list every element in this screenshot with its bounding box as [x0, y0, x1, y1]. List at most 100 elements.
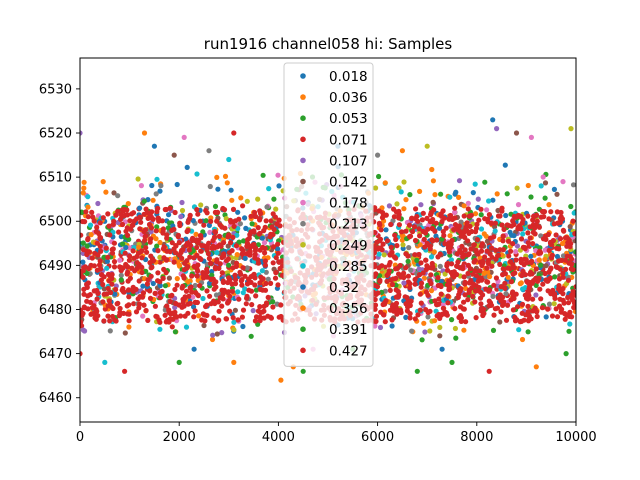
- data-point: [85, 293, 91, 299]
- data-point: [153, 191, 159, 197]
- data-point: [85, 237, 91, 243]
- data-point: [513, 249, 519, 255]
- x-tick-label: 4000: [262, 430, 295, 445]
- data-point: [85, 204, 91, 210]
- legend-label: 0.053: [329, 111, 368, 127]
- data-point: [565, 277, 572, 283]
- data-point: [179, 285, 185, 291]
- data-point: [380, 312, 387, 318]
- data-point: [513, 257, 519, 263]
- data-point: [525, 230, 531, 236]
- data-point: [417, 233, 423, 239]
- data-point: [374, 284, 381, 290]
- data-point: [377, 245, 383, 251]
- data-point: [239, 314, 245, 320]
- data-point: [89, 255, 95, 261]
- data-point: [438, 191, 444, 197]
- data-point: [224, 180, 230, 186]
- data-point: [231, 223, 237, 229]
- data-point: [486, 212, 492, 218]
- data-point: [419, 337, 425, 343]
- data-point: [244, 293, 250, 299]
- data-point: [421, 236, 427, 242]
- y-tick-label: 6530: [39, 82, 72, 97]
- data-point: [98, 248, 104, 254]
- data-point: [154, 209, 160, 215]
- data-point: [220, 296, 226, 302]
- data-point: [425, 226, 431, 232]
- data-point: [118, 211, 124, 217]
- data-point: [495, 252, 501, 258]
- data-point: [240, 323, 246, 330]
- data-point: [474, 221, 480, 227]
- data-point: [440, 208, 446, 214]
- data-point: [418, 202, 424, 208]
- data-point: [80, 319, 84, 325]
- outlier-point: [206, 148, 212, 154]
- data-point: [405, 253, 411, 259]
- data-point: [234, 232, 240, 238]
- data-point: [567, 244, 573, 250]
- data-point: [552, 291, 558, 297]
- data-point: [473, 315, 479, 321]
- data-point: [80, 240, 86, 246]
- data-point: [90, 214, 96, 220]
- data-point: [556, 286, 562, 292]
- data-point: [80, 274, 86, 280]
- data-point: [514, 185, 520, 191]
- data-point: [184, 228, 190, 235]
- data-point: [252, 209, 258, 216]
- data-point: [252, 248, 258, 254]
- data-point: [120, 310, 127, 316]
- data-point: [425, 292, 431, 298]
- data-point: [382, 301, 388, 307]
- data-point: [214, 250, 220, 256]
- data-point: [502, 162, 508, 168]
- data-point: [438, 278, 444, 285]
- legend-marker: [300, 263, 306, 269]
- data-point: [453, 335, 459, 341]
- data-point: [557, 236, 564, 242]
- data-point: [436, 296, 442, 302]
- data-point: [257, 286, 263, 292]
- data-point: [268, 280, 274, 286]
- data-point: [189, 237, 196, 243]
- data-point: [462, 292, 468, 298]
- data-point: [430, 238, 436, 244]
- data-point: [252, 282, 258, 288]
- data-point: [527, 235, 533, 241]
- data-point: [225, 279, 231, 286]
- data-point: [85, 306, 91, 312]
- data-point: [511, 295, 517, 302]
- data-point: [458, 315, 464, 321]
- data-point: [383, 227, 389, 233]
- legend-label: 0.32: [329, 280, 359, 296]
- data-point: [273, 206, 279, 212]
- data-point: [115, 208, 121, 214]
- data-point: [172, 304, 178, 311]
- data-point: [164, 317, 170, 324]
- data-point: [392, 232, 398, 238]
- data-point: [113, 318, 119, 324]
- data-point: [507, 259, 514, 265]
- data-point: [389, 317, 395, 323]
- data-point: [183, 236, 189, 242]
- data-point: [478, 243, 484, 249]
- data-point: [129, 265, 135, 271]
- outlier-point: [414, 368, 420, 374]
- data-point: [408, 267, 414, 273]
- data-point: [566, 328, 572, 334]
- data-point: [474, 273, 480, 279]
- data-point: [265, 294, 271, 300]
- data-point: [418, 300, 424, 306]
- data-point: [207, 183, 213, 190]
- data-point: [429, 260, 435, 267]
- data-point: [146, 221, 153, 228]
- data-point: [380, 210, 386, 216]
- data-point: [170, 310, 176, 316]
- data-point: [257, 247, 263, 253]
- data-point: [505, 274, 511, 280]
- data-point: [94, 267, 100, 273]
- data-point: [211, 315, 217, 321]
- data-point: [420, 210, 426, 216]
